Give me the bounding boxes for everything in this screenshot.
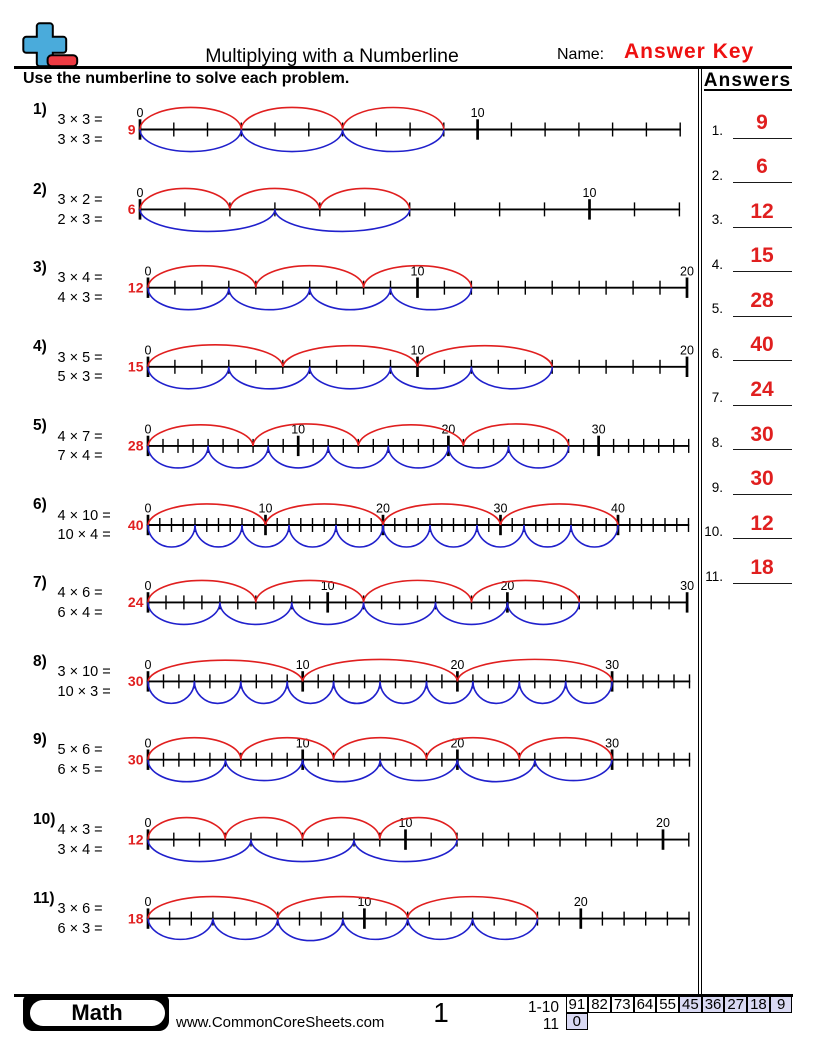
- svg-text:10: 10: [259, 502, 273, 516]
- svg-text:0: 0: [137, 106, 144, 120]
- svg-text:20: 20: [376, 502, 390, 516]
- svg-text:10: 10: [296, 658, 310, 672]
- svg-text:30: 30: [680, 579, 694, 593]
- svg-text:0: 0: [145, 264, 152, 278]
- svg-text:9: 9: [128, 121, 136, 137]
- svg-text:10: 10: [411, 343, 425, 357]
- svg-text:20: 20: [450, 658, 464, 672]
- svg-text:10: 10: [471, 106, 485, 120]
- svg-text:30: 30: [605, 736, 619, 750]
- svg-text:0: 0: [145, 658, 152, 672]
- svg-text:0: 0: [145, 816, 152, 830]
- svg-text:20: 20: [656, 816, 670, 830]
- svg-text:15: 15: [128, 359, 144, 375]
- svg-text:0: 0: [137, 186, 144, 200]
- svg-text:24: 24: [128, 594, 144, 610]
- svg-text:30: 30: [494, 502, 508, 516]
- svg-text:6: 6: [128, 201, 136, 217]
- svg-text:28: 28: [128, 438, 144, 454]
- svg-text:40: 40: [611, 502, 625, 516]
- svg-text:20: 20: [574, 895, 588, 909]
- svg-text:0: 0: [145, 736, 152, 750]
- svg-text:0: 0: [145, 343, 152, 357]
- svg-text:0: 0: [145, 423, 152, 437]
- svg-text:10: 10: [583, 186, 597, 200]
- svg-text:12: 12: [128, 831, 144, 847]
- svg-text:18: 18: [128, 910, 144, 926]
- svg-text:0: 0: [145, 579, 152, 593]
- svg-text:30: 30: [128, 752, 144, 768]
- svg-text:12: 12: [128, 280, 144, 296]
- svg-text:30: 30: [605, 658, 619, 672]
- svg-text:20: 20: [680, 264, 694, 278]
- svg-text:10: 10: [411, 264, 425, 278]
- svg-text:30: 30: [128, 673, 144, 689]
- svg-text:40: 40: [128, 517, 144, 533]
- svg-text:0: 0: [145, 895, 152, 909]
- svg-text:20: 20: [680, 343, 694, 357]
- svg-text:10: 10: [291, 423, 305, 437]
- svg-text:0: 0: [145, 502, 152, 516]
- svg-text:30: 30: [592, 423, 606, 437]
